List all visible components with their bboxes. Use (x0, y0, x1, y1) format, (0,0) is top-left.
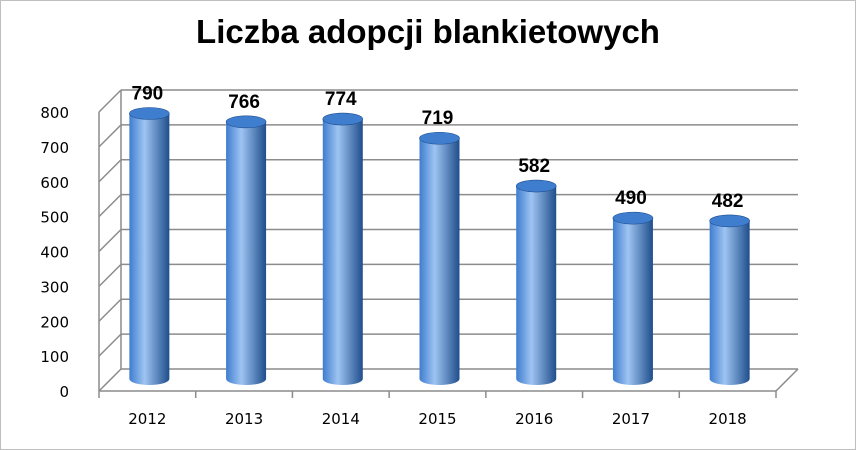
bar-2012 (129, 113, 170, 385)
bar-2018 (709, 220, 750, 385)
y-tick-label: 800 (40, 104, 69, 122)
side-wall-line (98, 194, 122, 218)
y-tick-label: 100 (40, 348, 69, 366)
bar-2014 (322, 119, 363, 385)
bar-top-2012 (129, 107, 170, 120)
y-tick-label: 700 (40, 139, 69, 157)
bar-top-2015 (419, 131, 460, 145)
side-wall-line (98, 159, 122, 183)
data-label-2015: 719 (422, 108, 454, 129)
x-tick-label: 2013 (225, 410, 263, 428)
x-tick-label: 2016 (515, 410, 553, 428)
data-label-2018: 482 (712, 191, 744, 212)
floor-right-edge (775, 368, 799, 392)
bar-top-2013 (225, 115, 267, 129)
bar-layer (129, 107, 750, 386)
bar-top-2014 (322, 112, 364, 126)
y-tick-label: 300 (40, 278, 69, 296)
axis-layer: 0 100 200 300 400 500 600 700 800 2012 2013 2014 201… (40, 90, 799, 428)
side-wall-line (98, 228, 122, 253)
y-tick-label: 600 (40, 174, 69, 192)
bar-2016 (516, 186, 557, 385)
y-tick-label: 400 (40, 244, 69, 262)
bar-2017 (612, 218, 653, 385)
bar-top-2016 (515, 179, 557, 193)
x-tick-label: 2017 (612, 410, 650, 428)
data-label-2016: 582 (518, 156, 550, 177)
data-label-2012: 790 (132, 83, 164, 104)
data-label-2014: 774 (325, 89, 357, 110)
side-wall-line (98, 298, 122, 322)
side-wall-line (98, 89, 122, 113)
x-tick-label: 2015 (418, 410, 456, 428)
label-layer: 790 766 774 719 582 490 482 (132, 83, 744, 211)
side-wall-line (98, 263, 122, 287)
x-tick-label: 2018 (709, 410, 747, 428)
y-tick-label: 0 (59, 383, 69, 401)
x-tick-label: 2014 (322, 410, 360, 428)
side-wall-line (98, 124, 122, 148)
data-label-2013: 766 (228, 92, 260, 113)
bar-top-2018 (709, 214, 750, 228)
x-tick-label: 2012 (128, 410, 166, 428)
bar-top-2017 (612, 211, 654, 225)
y-tick-label: 200 (40, 313, 69, 331)
y-tick-label: 500 (40, 209, 69, 227)
side-wall-line (98, 333, 122, 357)
bar-2013 (226, 121, 267, 386)
bar-2015 (419, 138, 460, 385)
chart-title: Liczba adopcji blankietowych (196, 13, 660, 50)
side-wall-line (98, 368, 122, 392)
data-label-2017: 490 (615, 188, 647, 209)
